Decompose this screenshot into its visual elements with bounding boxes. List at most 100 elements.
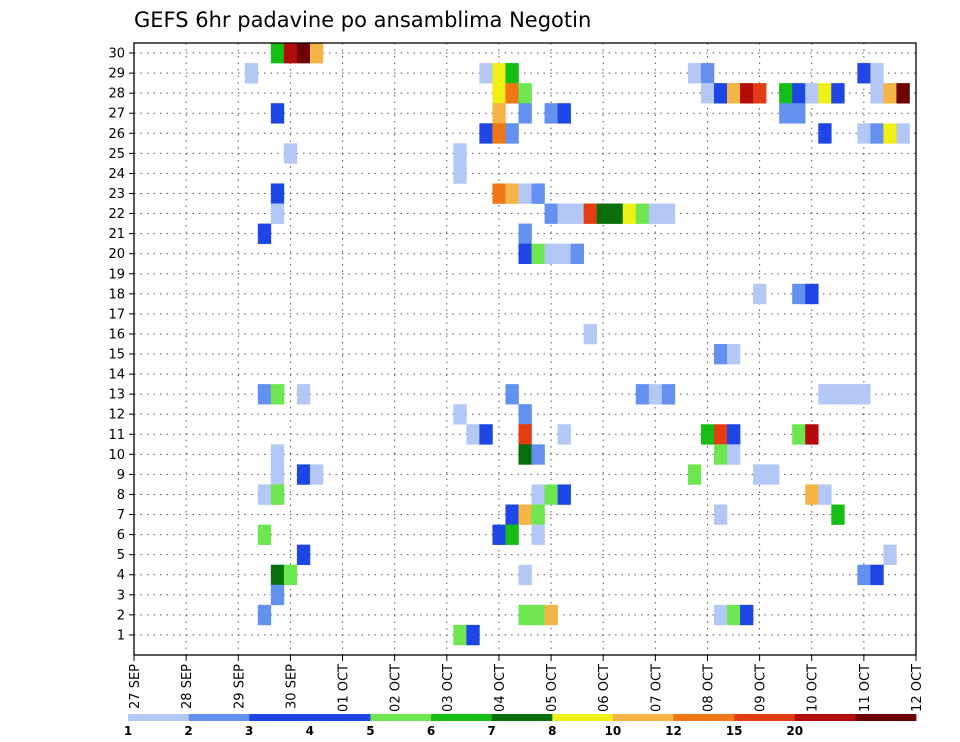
precip-cell (831, 504, 845, 525)
precip-cell (870, 83, 884, 104)
precip-cell (453, 163, 467, 184)
legend-label: 20 (786, 724, 803, 738)
legend-label: 1 (124, 724, 132, 738)
y-tick-label: 28 (108, 87, 125, 102)
precip-cell (857, 384, 871, 405)
legend-swatch (491, 714, 553, 721)
precip-cell (831, 83, 845, 104)
precip-cell (283, 43, 298, 64)
precip-cell (818, 484, 832, 505)
precip-cell (779, 103, 793, 124)
y-tick-label: 27 (108, 107, 125, 122)
precip-cell (544, 103, 558, 124)
legend-swatch (673, 714, 735, 721)
y-tick-label: 8 (117, 488, 125, 503)
y-tick-label: 29 (108, 67, 125, 82)
legend-swatch (128, 714, 190, 721)
precip-cell (492, 63, 506, 84)
x-tick-label: 03 OCT (441, 664, 456, 712)
precip-cell (531, 484, 545, 505)
legend-label: 3 (245, 724, 253, 738)
y-tick-label: 16 (108, 327, 125, 342)
grid-layer (134, 43, 916, 655)
precip-cell (270, 103, 285, 124)
precip-cell (531, 604, 545, 626)
precip-cell (557, 203, 571, 224)
y-tick-label: 24 (108, 167, 125, 182)
legend-label: 2 (184, 724, 192, 738)
precip-cell (492, 183, 506, 204)
precip-cell (270, 584, 285, 606)
precip-cell (296, 384, 311, 405)
precip-cell (818, 384, 832, 405)
precip-cell (596, 203, 611, 224)
y-tick-label: 19 (108, 267, 125, 282)
precip-cell (883, 83, 897, 104)
precip-cell (518, 243, 532, 265)
precip-cell (505, 63, 519, 84)
precip-cell (466, 624, 480, 646)
legend-swatch (249, 714, 311, 721)
precip-cell (531, 504, 545, 525)
precip-cell (700, 63, 715, 84)
precip-cell (713, 444, 728, 465)
precip-cell (531, 243, 545, 265)
legend-swatch (794, 714, 856, 721)
precip-cell (883, 544, 897, 566)
precip-cell (648, 384, 663, 405)
precip-cell (609, 203, 624, 224)
precip-cell (518, 504, 532, 525)
precip-cell (453, 143, 467, 164)
y-tick-label: 15 (108, 348, 125, 363)
precip-cell (479, 63, 493, 84)
precip-cell (257, 223, 272, 244)
y-tick-label: 7 (117, 508, 125, 523)
legend-label: 6 (427, 724, 435, 738)
y-tick-label: 3 (117, 588, 125, 603)
y-tick-label: 30 (108, 47, 125, 62)
precip-cell (896, 83, 910, 104)
y-tick-label: 18 (108, 287, 125, 302)
legend-swatch (309, 714, 371, 721)
legend-label: 8 (548, 724, 556, 738)
precip-cell (453, 404, 467, 425)
legend-label: 4 (306, 724, 314, 738)
x-axis: 27 SEP 28 SEP 29 SEP 30 SEP 01 OCT 02 OCT 03 O… (128, 655, 925, 712)
precip-cell (270, 464, 285, 485)
precip-cell (257, 524, 272, 545)
precip-cell (531, 183, 545, 204)
legend-label: 12 (665, 724, 682, 738)
precip-cell (700, 83, 715, 104)
precip-cell (857, 123, 871, 144)
x-tick-label: 01 OCT (337, 664, 352, 712)
precip-cell (257, 484, 272, 505)
precip-cell (309, 43, 324, 64)
y-tick-label: 25 (108, 147, 125, 162)
precip-cell (492, 83, 506, 104)
x-tick-label: 29 SEP (232, 664, 247, 709)
precip-cell (505, 123, 519, 144)
precip-cell (792, 83, 806, 104)
y-tick-label: 5 (117, 548, 125, 563)
precip-cell (518, 404, 532, 425)
precip-cell (687, 63, 702, 84)
precip-cell (518, 444, 532, 465)
precip-cell (283, 564, 298, 586)
precip-cell (479, 424, 493, 445)
precip-cell (779, 83, 793, 104)
precip-cell (518, 103, 532, 124)
precip-cell (296, 464, 311, 485)
precip-cell (270, 484, 285, 505)
x-tick-label: 05 OCT (545, 664, 560, 712)
precip-cell (661, 384, 676, 405)
precip-cell (505, 504, 519, 525)
precip-cell (244, 63, 259, 84)
precip-cell (740, 604, 754, 626)
precip-cell (870, 564, 884, 586)
precip-cell (792, 424, 806, 445)
precip-cell (518, 223, 532, 244)
precip-cell (479, 123, 493, 144)
x-tick-label: 08 OCT (701, 664, 716, 712)
y-tick-label: 1 (117, 628, 125, 643)
legend-label: 5 (366, 724, 374, 738)
